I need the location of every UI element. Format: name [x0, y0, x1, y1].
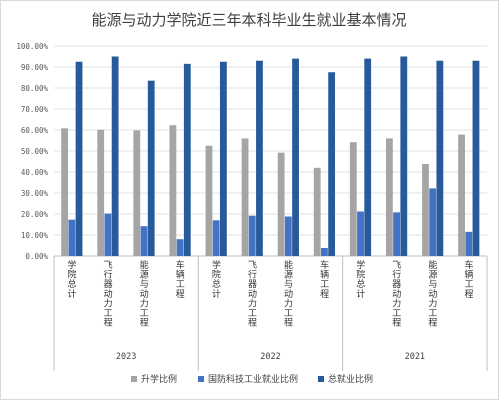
x-category-label: 飞行器动力工程 — [104, 260, 113, 329]
y-tick-label: 100.00% — [16, 42, 48, 51]
bar-2021-2-0 — [422, 164, 429, 256]
x-category-label: 学院总计 — [68, 259, 77, 300]
y-tick-label: 50.00% — [21, 147, 49, 156]
y-tick-label: 90.00% — [21, 63, 49, 72]
x-category-label: 能源与动力工程 — [428, 259, 437, 329]
bar-2023-0-2 — [75, 61, 83, 256]
bar-2021-0-1 — [357, 211, 364, 256]
bar-2021-3-2 — [472, 60, 480, 257]
legend-label: 国防科技工业就业比例 — [208, 373, 298, 385]
legend-swatch — [318, 376, 324, 382]
bar-2023-0-1 — [68, 219, 76, 256]
chart-title: 能源与动力学院近三年本科毕业生就业基本情况 — [91, 11, 406, 29]
bar-2022-1-1 — [248, 215, 256, 256]
bar-2021-2-2 — [436, 60, 444, 257]
y-tick-label: 0.00% — [25, 252, 48, 261]
bar-2021-1-2 — [400, 56, 408, 256]
y-tick-label: 80.00% — [21, 84, 49, 93]
bar-2021-1-0 — [385, 138, 393, 256]
bar-2021-3-1 — [465, 231, 473, 256]
y-tick-label: 30.00% — [21, 189, 49, 198]
x-category-label: 车辆工程 — [464, 259, 473, 300]
x-category-label: 学院总计 — [212, 259, 221, 300]
bar-2022-2-2 — [292, 58, 299, 256]
y-tick-label: 70.00% — [21, 105, 49, 114]
bar-2021-0-0 — [349, 142, 357, 256]
x-category-label: 能源与动力工程 — [140, 259, 149, 329]
bar-2022-3-1 — [321, 248, 328, 256]
bar-2022-1-0 — [241, 138, 249, 256]
y-tick-label: 40.00% — [21, 168, 49, 177]
x-category-label: 车辆工程 — [176, 259, 185, 300]
bar-2022-1-2 — [256, 60, 263, 257]
x-group-label: 2022 — [260, 352, 280, 362]
bar-2023-2-1 — [140, 226, 148, 256]
legend-swatch — [198, 376, 204, 382]
bar-2023-0-0 — [61, 128, 69, 256]
bar-2022-0-0 — [205, 145, 213, 256]
legend-label: 总就业比例 — [328, 373, 373, 385]
bar-2022-0-1 — [212, 220, 220, 256]
bar-2022-0-2 — [219, 61, 227, 256]
bar-2022-2-1 — [284, 216, 292, 256]
x-category-label: 飞行器动力工程 — [248, 260, 257, 329]
bar-2023-1-2 — [111, 56, 119, 256]
bar-2023-3-1 — [176, 239, 184, 256]
bar-2023-3-2 — [183, 63, 191, 256]
bar-2022-3-0 — [313, 167, 321, 256]
x-category-label: 车辆工程 — [320, 259, 329, 300]
x-category-label: 能源与动力工程 — [284, 259, 293, 329]
legend-label: 升学比例 — [141, 373, 177, 385]
x-category-label: 飞行器动力工程 — [392, 260, 401, 329]
y-tick-label: 60.00% — [21, 126, 49, 135]
bar-2021-2-1 — [429, 188, 437, 256]
x-category-label: 学院总计 — [356, 259, 365, 300]
legend-swatch — [131, 376, 137, 382]
y-tick-label: 20.00% — [21, 210, 49, 219]
bar-2021-3-0 — [458, 134, 465, 256]
bar-2023-2-2 — [147, 80, 155, 257]
x-group-label: 2021 — [405, 352, 425, 362]
bar-2021-0-2 — [364, 58, 372, 256]
y-tick-label: 10.00% — [21, 231, 49, 240]
bar-2023-2-0 — [133, 130, 141, 256]
bar-2022-2-0 — [277, 152, 285, 256]
bar-2022-3-2 — [328, 72, 336, 256]
x-group-label: 2023 — [116, 352, 136, 362]
bar-2023-1-0 — [97, 129, 105, 256]
bar-2021-1-1 — [393, 212, 400, 256]
bar-2023-3-0 — [169, 125, 177, 256]
bar-2023-1-1 — [104, 213, 112, 256]
